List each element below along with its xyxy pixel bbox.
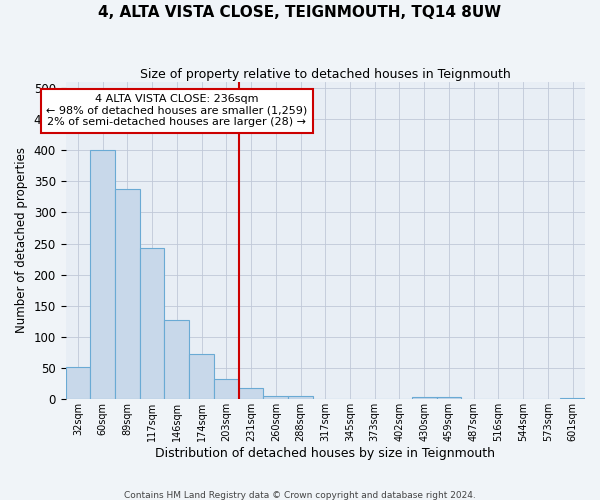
Bar (214, 378, 239, 400)
Bar (239, 388, 263, 400)
Bar (437, 398, 461, 400)
Text: 4 ALTA VISTA CLOSE: 236sqm
← 98% of detached houses are smaller (1,259)
2% of se: 4 ALTA VISTA CLOSE: 236sqm ← 98% of deta… (46, 94, 307, 128)
Bar (65, 367, 90, 400)
Y-axis label: Number of detached properties: Number of detached properties (15, 148, 28, 334)
Bar (288, 396, 313, 400)
Bar (189, 354, 214, 400)
Bar (263, 396, 288, 400)
Bar (164, 320, 189, 400)
Bar (115, 189, 140, 400)
Bar (560, 398, 585, 400)
Title: Size of property relative to detached houses in Teignmouth: Size of property relative to detached ho… (140, 68, 511, 80)
Bar (412, 397, 437, 400)
X-axis label: Distribution of detached houses by size in Teignmouth: Distribution of detached houses by size … (155, 447, 495, 460)
Text: Contains HM Land Registry data © Crown copyright and database right 2024.: Contains HM Land Registry data © Crown c… (124, 490, 476, 500)
Text: 4, ALTA VISTA CLOSE, TEIGNMOUTH, TQ14 8UW: 4, ALTA VISTA CLOSE, TEIGNMOUTH, TQ14 8U… (98, 5, 502, 20)
Bar (90, 150, 115, 400)
Bar (140, 248, 164, 400)
